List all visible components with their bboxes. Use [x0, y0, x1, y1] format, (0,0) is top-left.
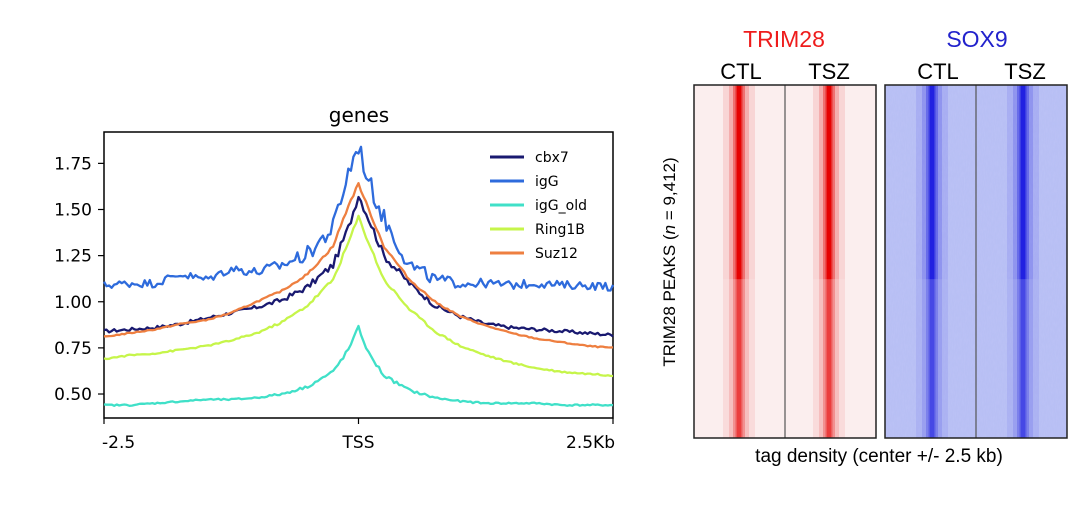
heatmap-signal-column	[827, 85, 831, 438]
heatmap-signal-fade	[813, 279, 845, 438]
y-tick-label: 1.25	[54, 247, 92, 267]
heatmap-ylabel-n: n	[660, 225, 679, 234]
heatmap-group-title-trim28: TRIM28	[743, 26, 825, 52]
heatmap-col-label-sox9-ctl: CTL	[917, 59, 959, 84]
heatmap-frame	[693, 84, 877, 439]
heatmap-panel-sox9	[884, 84, 1068, 439]
heatmap-ylabel-suffix: = 9,412)	[660, 157, 679, 225]
heatmap-xlabel: tag density (center +/- 2.5 kb)	[755, 446, 1003, 467]
heatmap-figure: TRIM28 SOX9 CTL TSZ CTL TSZ TRIM28 PEAKS…	[660, 26, 1068, 467]
heatmap-signal-fade	[1007, 279, 1039, 438]
heatmap-signal-fade	[723, 279, 755, 438]
heatmap-signal-fade	[916, 279, 948, 438]
series-lines	[102, 145, 615, 407]
legend: cbx7 igG igG_old Ring1B Suz12	[490, 150, 587, 262]
chart-title: genes	[329, 103, 389, 127]
series-line-suz12	[104, 182, 614, 349]
series-line-igg-old	[103, 324, 614, 407]
heatmap-ylabel: TRIM28 PEAKS (n = 9,412)	[660, 157, 679, 366]
series-line-igg	[102, 145, 615, 292]
series-line-ring1b	[103, 214, 614, 378]
heatmap-group-title-sox9: SOX9	[946, 26, 1007, 52]
legend-label: igG	[535, 174, 559, 190]
y-axis: 0.50 0.75 1.00 1.25 1.50 1.75	[54, 154, 104, 405]
heatmap-signal-column	[930, 85, 934, 438]
y-tick-label: 0.50	[54, 385, 92, 405]
heatmap-col-label-trim28-tsz: TSZ	[808, 59, 850, 84]
y-tick-label: 0.75	[54, 339, 92, 359]
heatmap-panel-trim28	[693, 84, 877, 439]
x-axis: -2.5 TSS 2.5Kb	[102, 418, 615, 453]
y-tick-label: 1.00	[54, 293, 92, 313]
heatmap-frame	[884, 84, 1068, 439]
x-tick-label: 2.5Kb	[566, 433, 615, 453]
x-tick-label: TSS	[342, 433, 375, 453]
legend-label: Ring1B	[535, 222, 585, 238]
legend-label: cbx7	[535, 150, 569, 166]
y-tick-label: 1.50	[54, 200, 92, 220]
heatmap-col-label-trim28-ctl: CTL	[720, 59, 762, 84]
line-chart: genes 0.50 0.75 1.00 1.25 1.50 1.75 -2.5 TSS 2.…	[54, 103, 615, 453]
y-tick-label: 1.75	[54, 154, 92, 174]
heatmap-signal-column	[737, 85, 741, 438]
heatmap-col-label-sox9-tsz: TSZ	[1004, 59, 1046, 84]
x-tick-label: -2.5	[102, 433, 135, 453]
heatmap-ylabel-prefix: TRIM28 PEAKS (	[660, 234, 679, 367]
legend-label: Suz12	[535, 246, 578, 262]
heatmap-signal-column	[1021, 85, 1025, 438]
legend-label: igG_old	[535, 198, 587, 214]
